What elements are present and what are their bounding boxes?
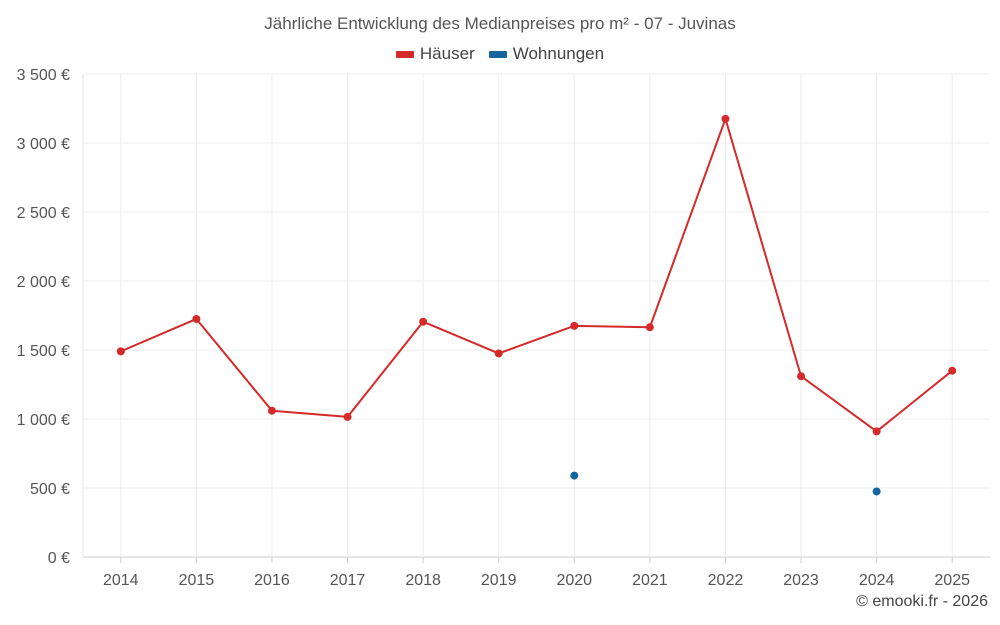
x-tick-label: 2015 [179, 572, 215, 589]
data-point-haeuser [645, 323, 654, 332]
chart-title: Jährliche Entwicklung des Medianpreises … [264, 14, 736, 33]
data-point-haeuser [343, 412, 352, 421]
data-point-wohnungen [872, 487, 881, 496]
x-tick-label: 2022 [708, 572, 744, 589]
x-tick-label: 2021 [632, 572, 668, 589]
x-tick-label: 2019 [481, 572, 517, 589]
y-tick-label: 1 000 € [17, 412, 70, 429]
y-tick-label: 2 000 € [17, 274, 70, 291]
legend: Häuser Wohnungen [0, 44, 1000, 64]
data-point-haeuser [419, 317, 428, 326]
y-tick-label: 0 € [48, 550, 70, 567]
legend-label-wohnungen: Wohnungen [512, 44, 605, 63]
y-tick-label: 500 € [30, 481, 70, 498]
legend-item-wohnungen[interactable]: Wohnungen [488, 44, 605, 64]
y-tick-label: 3 500 € [17, 67, 70, 84]
x-tick-label: 2023 [783, 572, 819, 589]
legend-swatch-haeuser [395, 50, 414, 58]
y-tick-label: 1 500 € [17, 343, 70, 360]
x-tick-label: 2016 [254, 572, 290, 589]
x-tick-label: 2017 [330, 572, 366, 589]
data-point-wohnungen [570, 471, 579, 480]
x-tick-label: 2014 [103, 572, 139, 589]
data-point-haeuser [494, 349, 503, 358]
x-tick-label: 2020 [556, 572, 592, 589]
x-tick-label: 2024 [859, 572, 895, 589]
data-point-haeuser [570, 321, 579, 330]
y-tick-label: 3 000 € [17, 136, 70, 153]
y-tick-label: 2 500 € [17, 205, 70, 222]
series-line-haeuser [120, 117, 953, 433]
data-point-haeuser [721, 114, 730, 123]
data-point-haeuser [267, 406, 276, 415]
x-tick-label: 2025 [934, 572, 970, 589]
data-point-haeuser [116, 347, 125, 356]
legend-item-haeuser[interactable]: Häuser [395, 44, 475, 64]
legend-swatch-wohnungen [488, 50, 507, 58]
data-point-haeuser [948, 366, 957, 375]
footer-credit: © emooki.fr - 2026 [856, 593, 988, 610]
data-point-haeuser [192, 314, 201, 323]
legend-label-haeuser: Häuser [419, 44, 475, 63]
data-point-haeuser [797, 372, 806, 381]
x-tick-label: 2018 [405, 572, 441, 589]
data-point-haeuser [872, 427, 881, 436]
